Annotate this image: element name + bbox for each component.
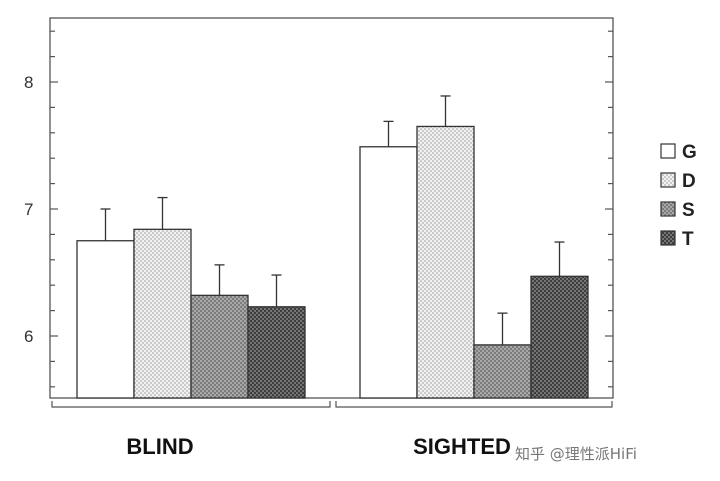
bar-sighted-t xyxy=(530,275,589,399)
legend-label-g: G xyxy=(682,142,697,163)
bar-sighted-s xyxy=(473,344,532,399)
group-bracket xyxy=(335,401,613,408)
group-label-sighted: SIGHTED xyxy=(413,434,511,459)
y-axis-labels: 6 7 8 xyxy=(24,73,33,346)
bar-blind-s xyxy=(190,294,249,399)
legend-swatch-t xyxy=(660,230,676,246)
group-bracket xyxy=(51,401,331,408)
bar-blind-t xyxy=(247,306,306,399)
y-tick-label: 7 xyxy=(24,200,33,219)
y-tick-label: 6 xyxy=(24,327,33,346)
legend-label-s: S xyxy=(682,200,695,221)
y-tick-label: 8 xyxy=(24,73,33,92)
bars xyxy=(76,95,589,399)
watermark: 知乎 @理性派HiFi xyxy=(515,445,637,463)
group-brackets xyxy=(51,401,613,408)
plot-frame xyxy=(49,17,614,399)
legend-label-t: T xyxy=(682,229,694,250)
bar-sighted-d xyxy=(416,125,475,399)
legend-swatch-g xyxy=(660,143,676,159)
bar-blind-g xyxy=(76,240,135,399)
axis-ticks xyxy=(50,30,613,388)
legend-swatch-d xyxy=(660,172,676,188)
group-labels: BLIND SIGHTED xyxy=(126,434,511,459)
bar-blind-d xyxy=(133,228,192,399)
legend-swatch-s xyxy=(660,201,676,217)
legend-label-d: D xyxy=(682,171,696,192)
bar-sighted-g xyxy=(359,146,418,399)
group-label-blind: BLIND xyxy=(126,434,193,459)
